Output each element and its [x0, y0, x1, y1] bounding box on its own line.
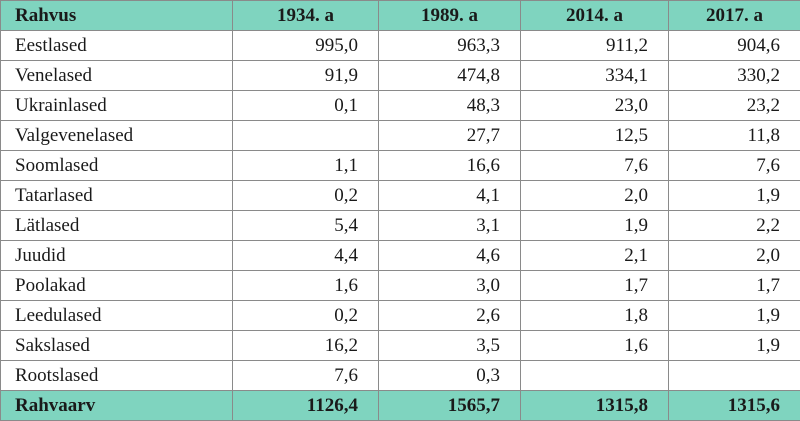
table-cell: 4,6	[379, 241, 521, 271]
row-label: Leedulased	[1, 301, 233, 331]
table-cell: 1,7	[669, 271, 800, 301]
table-cell: 7,6	[233, 361, 379, 391]
table-cell: 11,8	[669, 121, 800, 151]
column-header: 1934. a	[233, 1, 379, 31]
table-cell: 0,3	[379, 361, 521, 391]
table-cell: 2,0	[669, 241, 800, 271]
table-cell: 1,1	[233, 151, 379, 181]
column-header: 1989. a	[379, 1, 521, 31]
table-cell: 48,3	[379, 91, 521, 121]
row-label: Sakslased	[1, 331, 233, 361]
table-cell: 23,2	[669, 91, 800, 121]
table-cell: 27,7	[379, 121, 521, 151]
footer-cell: 1126,4	[233, 391, 379, 421]
table-cell: 2,6	[379, 301, 521, 331]
table-cell	[521, 361, 669, 391]
table-cell: 3,1	[379, 211, 521, 241]
row-label: Venelased	[1, 61, 233, 91]
table-cell: 0,2	[233, 181, 379, 211]
table-cell: 3,0	[379, 271, 521, 301]
table-cell: 963,3	[379, 31, 521, 61]
table-cell: 995,0	[233, 31, 379, 61]
table-cell: 4,1	[379, 181, 521, 211]
table-cell: 2,2	[669, 211, 800, 241]
row-label: Rootslased	[1, 361, 233, 391]
table-cell: 1,8	[521, 301, 669, 331]
table-cell: 1,9	[669, 181, 800, 211]
table-cell: 12,5	[521, 121, 669, 151]
column-header: 2014. a	[521, 1, 669, 31]
table-cell: 904,6	[669, 31, 800, 61]
table-cell: 1,9	[669, 331, 800, 361]
table-cell: 16,2	[233, 331, 379, 361]
column-header: 2017. a	[669, 1, 800, 31]
column-header: Rahvus	[1, 1, 233, 31]
footer-cell: 1565,7	[379, 391, 521, 421]
row-label: Soomlased	[1, 151, 233, 181]
table-cell: 0,1	[233, 91, 379, 121]
table-cell: 330,2	[669, 61, 800, 91]
row-label: Juudid	[1, 241, 233, 271]
row-label: Valgevenelased	[1, 121, 233, 151]
table-cell: 23,0	[521, 91, 669, 121]
table-cell: 1,7	[521, 271, 669, 301]
row-label: Lätlased	[1, 211, 233, 241]
table-cell: 911,2	[521, 31, 669, 61]
table-cell: 16,6	[379, 151, 521, 181]
table-cell: 5,4	[233, 211, 379, 241]
table-cell: 0,2	[233, 301, 379, 331]
table-cell: 1,9	[669, 301, 800, 331]
row-label: Tatarlased	[1, 181, 233, 211]
footer-label: Rahvaarv	[1, 391, 233, 421]
table-cell: 1,6	[233, 271, 379, 301]
footer-cell: 1315,6	[669, 391, 800, 421]
table-cell: 91,9	[233, 61, 379, 91]
table-cell: 3,5	[379, 331, 521, 361]
table-cell: 4,4	[233, 241, 379, 271]
row-label: Poolakad	[1, 271, 233, 301]
table-cell: 1,9	[521, 211, 669, 241]
table-cell: 474,8	[379, 61, 521, 91]
table-cell: 7,6	[669, 151, 800, 181]
table-cell	[669, 361, 800, 391]
table-cell: 1,6	[521, 331, 669, 361]
footer-cell: 1315,8	[521, 391, 669, 421]
table-cell: 7,6	[521, 151, 669, 181]
table-cell: 2,0	[521, 181, 669, 211]
table-cell: 334,1	[521, 61, 669, 91]
row-label: Eestlased	[1, 31, 233, 61]
table-cell: 2,1	[521, 241, 669, 271]
table-cell	[233, 121, 379, 151]
row-label: Ukrainlased	[1, 91, 233, 121]
